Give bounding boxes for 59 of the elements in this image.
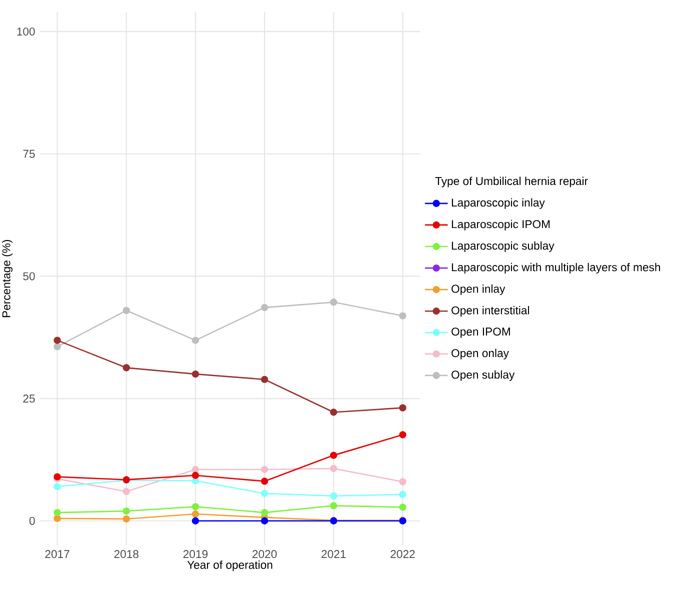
y-tick-label: 0 xyxy=(29,516,35,525)
point xyxy=(122,488,130,496)
legend-title: Type of Umbilical hernia repair xyxy=(435,176,588,188)
legend-label: Laparoscopic sublay xyxy=(452,241,554,252)
legend-label: Open onlay xyxy=(452,348,509,360)
y-tick-label: 100 xyxy=(17,28,35,36)
point xyxy=(54,336,61,344)
y-tick-label: 25 xyxy=(23,394,35,403)
point xyxy=(192,503,200,510)
point xyxy=(260,304,268,312)
point xyxy=(330,492,338,500)
x-tick-label: 2021 xyxy=(322,550,346,558)
point xyxy=(122,507,130,515)
point xyxy=(260,508,268,516)
point xyxy=(54,514,61,522)
legend-label: Laparoscopic with multiple layers of mesh xyxy=(452,262,660,274)
point xyxy=(260,490,268,498)
point xyxy=(192,466,200,474)
point xyxy=(192,517,200,524)
point xyxy=(192,336,200,344)
legend-label: Open interstitial xyxy=(452,306,529,317)
point xyxy=(54,508,61,516)
point xyxy=(260,376,268,384)
point xyxy=(122,515,130,523)
legend-label: Open sublay xyxy=(452,370,515,381)
x-tick-label: 2020 xyxy=(252,550,277,558)
point xyxy=(330,408,338,416)
point xyxy=(192,370,200,378)
point xyxy=(192,510,200,518)
point xyxy=(122,364,130,372)
point xyxy=(399,312,406,320)
point xyxy=(399,490,406,498)
x-tick-label: 2018 xyxy=(114,550,138,558)
point xyxy=(192,472,200,479)
x-tick-label: 2022 xyxy=(390,550,415,558)
point xyxy=(399,431,406,438)
point xyxy=(399,404,406,412)
point xyxy=(260,478,268,485)
point xyxy=(330,502,338,510)
point xyxy=(399,504,406,511)
point xyxy=(330,464,338,472)
legend-label: Laparoscopic IPOM xyxy=(452,220,550,230)
y-tick-label: 75 xyxy=(23,150,35,158)
point xyxy=(330,298,338,306)
y-tick-label: 50 xyxy=(23,272,35,280)
x-tick-label: 2017 xyxy=(45,550,70,558)
point xyxy=(54,483,61,490)
x-axis-title: Year of operation xyxy=(187,560,272,572)
x-tick-label: 2019 xyxy=(183,550,208,558)
legend-label: Laparoscopic inlay xyxy=(452,198,545,209)
point xyxy=(260,517,268,524)
point xyxy=(54,343,61,350)
legend-label: Open IPOM xyxy=(452,328,510,338)
legend-label: Open inlay xyxy=(452,284,506,296)
point xyxy=(260,466,268,474)
point xyxy=(330,452,338,459)
point xyxy=(122,306,130,314)
point xyxy=(399,478,406,486)
y-axis-title: Percentage (%) xyxy=(2,240,13,318)
